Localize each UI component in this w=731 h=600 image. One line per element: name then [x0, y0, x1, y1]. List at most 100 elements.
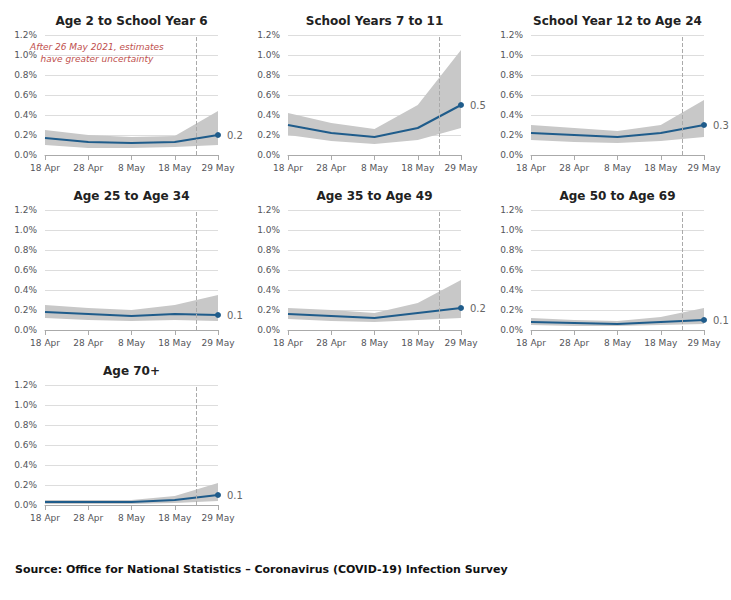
svg-text:0.4%: 0.4%: [14, 460, 37, 470]
svg-text:8 May: 8 May: [604, 163, 632, 173]
svg-text:18 May: 18 May: [644, 338, 678, 348]
svg-text:0.6%: 0.6%: [14, 265, 37, 275]
svg-text:29 May: 29 May: [202, 513, 236, 523]
svg-text:Age 25 to Age 34: Age 25 to Age 34: [73, 189, 189, 203]
svg-text:8 May: 8 May: [118, 338, 146, 348]
svg-text:0.6%: 0.6%: [500, 90, 523, 100]
svg-text:18 May: 18 May: [401, 163, 435, 173]
svg-text:0.6%: 0.6%: [14, 90, 37, 100]
svg-text:28 Apr: 28 Apr: [316, 338, 346, 348]
svg-text:0.0%: 0.0%: [14, 150, 37, 160]
svg-text:Age 2 to School Year 6: Age 2 to School Year 6: [55, 14, 207, 28]
svg-text:0.6%: 0.6%: [500, 265, 523, 275]
svg-text:18 Apr: 18 Apr: [273, 163, 303, 173]
svg-text:28 Apr: 28 Apr: [73, 338, 103, 348]
svg-text:0.4%: 0.4%: [500, 110, 523, 120]
svg-text:1.0%: 1.0%: [257, 225, 280, 235]
svg-text:8 May: 8 May: [361, 163, 389, 173]
svg-text:18 May: 18 May: [158, 163, 192, 173]
svg-text:0.2%: 0.2%: [257, 130, 280, 140]
svg-text:0.2%: 0.2%: [500, 130, 523, 140]
svg-text:After 26 May 2021, estimates: After 26 May 2021, estimates: [29, 42, 164, 52]
svg-text:0.4%: 0.4%: [14, 110, 37, 120]
svg-text:18 May: 18 May: [401, 338, 435, 348]
svg-text:18 May: 18 May: [158, 513, 192, 523]
svg-text:0.8%: 0.8%: [14, 70, 37, 80]
svg-text:1.0%: 1.0%: [257, 50, 280, 60]
svg-text:0.8%: 0.8%: [14, 420, 37, 430]
svg-text:18 Apr: 18 Apr: [273, 338, 303, 348]
svg-text:0.0%: 0.0%: [14, 325, 37, 335]
svg-text:18 Apr: 18 Apr: [30, 513, 60, 523]
svg-text:0.2: 0.2: [470, 303, 486, 314]
svg-text:0.1: 0.1: [227, 310, 243, 321]
svg-text:1.2%: 1.2%: [500, 30, 523, 40]
svg-text:0.0%: 0.0%: [14, 500, 37, 510]
svg-text:0.8%: 0.8%: [500, 70, 523, 80]
svg-text:29 May: 29 May: [202, 163, 236, 173]
svg-text:0.8%: 0.8%: [257, 70, 280, 80]
svg-text:0.4%: 0.4%: [257, 110, 280, 120]
svg-text:18 Apr: 18 Apr: [30, 338, 60, 348]
svg-text:18 Apr: 18 Apr: [30, 163, 60, 173]
svg-text:have greater uncertainty: have greater uncertainty: [41, 54, 154, 64]
svg-text:0.1: 0.1: [713, 315, 729, 326]
svg-text:28 Apr: 28 Apr: [73, 513, 103, 523]
svg-text:0.6%: 0.6%: [14, 440, 37, 450]
svg-text:School Years 7 to 11: School Years 7 to 11: [306, 14, 444, 28]
svg-text:0.2: 0.2: [227, 130, 243, 141]
svg-text:0.4%: 0.4%: [500, 285, 523, 295]
svg-text:0.0%: 0.0%: [257, 150, 280, 160]
svg-text:0.5: 0.5: [470, 100, 486, 111]
svg-text:18 Apr: 18 Apr: [516, 163, 546, 173]
svg-text:0.0%: 0.0%: [500, 150, 523, 160]
svg-text:18 May: 18 May: [158, 338, 192, 348]
svg-text:28 Apr: 28 Apr: [559, 338, 589, 348]
svg-text:0.2%: 0.2%: [257, 305, 280, 315]
svg-text:0.4%: 0.4%: [14, 285, 37, 295]
svg-text:0.8%: 0.8%: [500, 245, 523, 255]
svg-text:0.2%: 0.2%: [14, 130, 37, 140]
svg-text:29 May: 29 May: [688, 338, 722, 348]
svg-text:28 Apr: 28 Apr: [73, 163, 103, 173]
svg-text:0.0%: 0.0%: [500, 325, 523, 335]
svg-text:29 May: 29 May: [688, 163, 722, 173]
svg-text:0.6%: 0.6%: [257, 90, 280, 100]
svg-text:0.8%: 0.8%: [14, 245, 37, 255]
svg-text:8 May: 8 May: [361, 338, 389, 348]
svg-text:29 May: 29 May: [445, 163, 479, 173]
svg-text:1.0%: 1.0%: [500, 50, 523, 60]
svg-text:0.3: 0.3: [713, 120, 729, 131]
svg-text:1.2%: 1.2%: [500, 205, 523, 215]
svg-text:1.0%: 1.0%: [14, 225, 37, 235]
svg-text:18 May: 18 May: [644, 163, 678, 173]
svg-text:8 May: 8 May: [604, 338, 632, 348]
svg-text:0.1: 0.1: [227, 490, 243, 501]
svg-text:1.0%: 1.0%: [14, 400, 37, 410]
svg-text:1.2%: 1.2%: [14, 205, 37, 215]
svg-text:29 May: 29 May: [445, 338, 479, 348]
svg-text:0.2%: 0.2%: [14, 480, 37, 490]
svg-text:0.2%: 0.2%: [14, 305, 37, 315]
svg-text:0.2%: 0.2%: [500, 305, 523, 315]
svg-text:0.0%: 0.0%: [257, 325, 280, 335]
svg-text:Age 50 to Age 69: Age 50 to Age 69: [559, 189, 675, 203]
svg-text:School Year 12 to Age 24: School Year 12 to Age 24: [533, 14, 702, 28]
svg-text:0.4%: 0.4%: [257, 285, 280, 295]
svg-text:29 May: 29 May: [202, 338, 236, 348]
svg-text:8 May: 8 May: [118, 163, 146, 173]
svg-text:Age 35 to Age 49: Age 35 to Age 49: [316, 189, 432, 203]
svg-text:0.6%: 0.6%: [257, 265, 280, 275]
svg-text:0.8%: 0.8%: [257, 245, 280, 255]
svg-text:18 Apr: 18 Apr: [516, 338, 546, 348]
svg-text:1.2%: 1.2%: [14, 380, 37, 390]
svg-text:Source: Office for National St: Source: Office for National Statistics –…: [15, 563, 508, 576]
svg-text:1.2%: 1.2%: [257, 30, 280, 40]
svg-text:28 Apr: 28 Apr: [559, 163, 589, 173]
svg-text:1.2%: 1.2%: [14, 30, 37, 40]
svg-text:1.2%: 1.2%: [257, 205, 280, 215]
svg-text:28 Apr: 28 Apr: [316, 163, 346, 173]
svg-text:Age 70+: Age 70+: [103, 364, 160, 378]
svg-text:8 May: 8 May: [118, 513, 146, 523]
svg-text:1.0%: 1.0%: [500, 225, 523, 235]
